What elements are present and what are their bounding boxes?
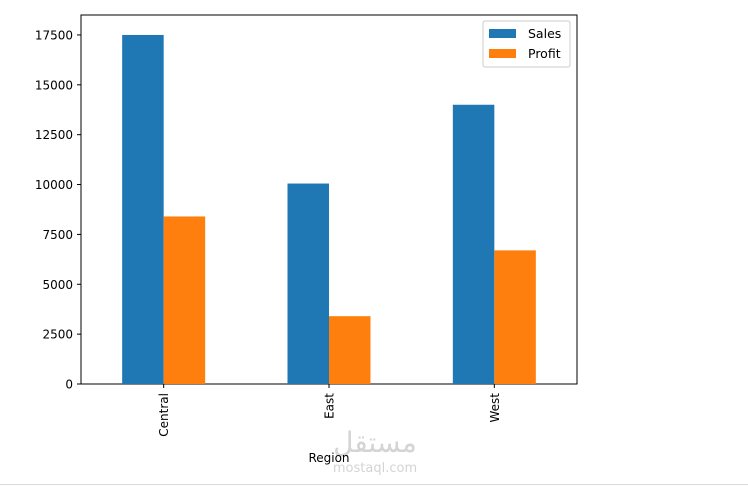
legend-swatch-profit [489,49,516,58]
watermark-latin: mostaql.com [333,461,417,476]
y-axis: 0 2500 5000 7500 10000 12500 15000 17500 [35,28,81,392]
x-axis-title: Region [308,451,349,465]
bars [122,34,536,384]
legend-label-sales: Sales [528,26,561,41]
y-tick-label-2500: 2500 [42,328,73,342]
watermark: مستقل mostaql.com [333,426,417,476]
divider [0,484,748,485]
bar-sales-west [452,104,495,384]
y-tick-label-5000: 5000 [42,278,73,292]
y-tick-label-10000: 10000 [35,178,73,192]
y-tick-label-7500: 7500 [42,228,73,242]
bar-profit-central [163,216,206,384]
legend-label-profit: Profit [528,46,561,61]
watermark-arabic: مستقل [333,426,417,459]
bar-profit-east [329,316,371,384]
bar-profit-west [494,250,536,384]
bar-sales-east [287,183,329,384]
legend: Sales Profit [482,20,571,68]
x-tick-label-west: West [488,393,502,423]
bar-sales-central [122,34,164,384]
y-tick-label-0: 0 [65,378,73,392]
x-tick-label-east: East [323,393,337,419]
x-tick-label-central: Central [157,393,171,437]
x-axis: Central East West [157,384,502,437]
y-tick-label-17500: 17500 [35,28,73,42]
y-tick-label-12500: 12500 [35,128,73,142]
y-tick-label-15000: 15000 [35,78,73,92]
legend-swatch-sales [489,29,516,38]
